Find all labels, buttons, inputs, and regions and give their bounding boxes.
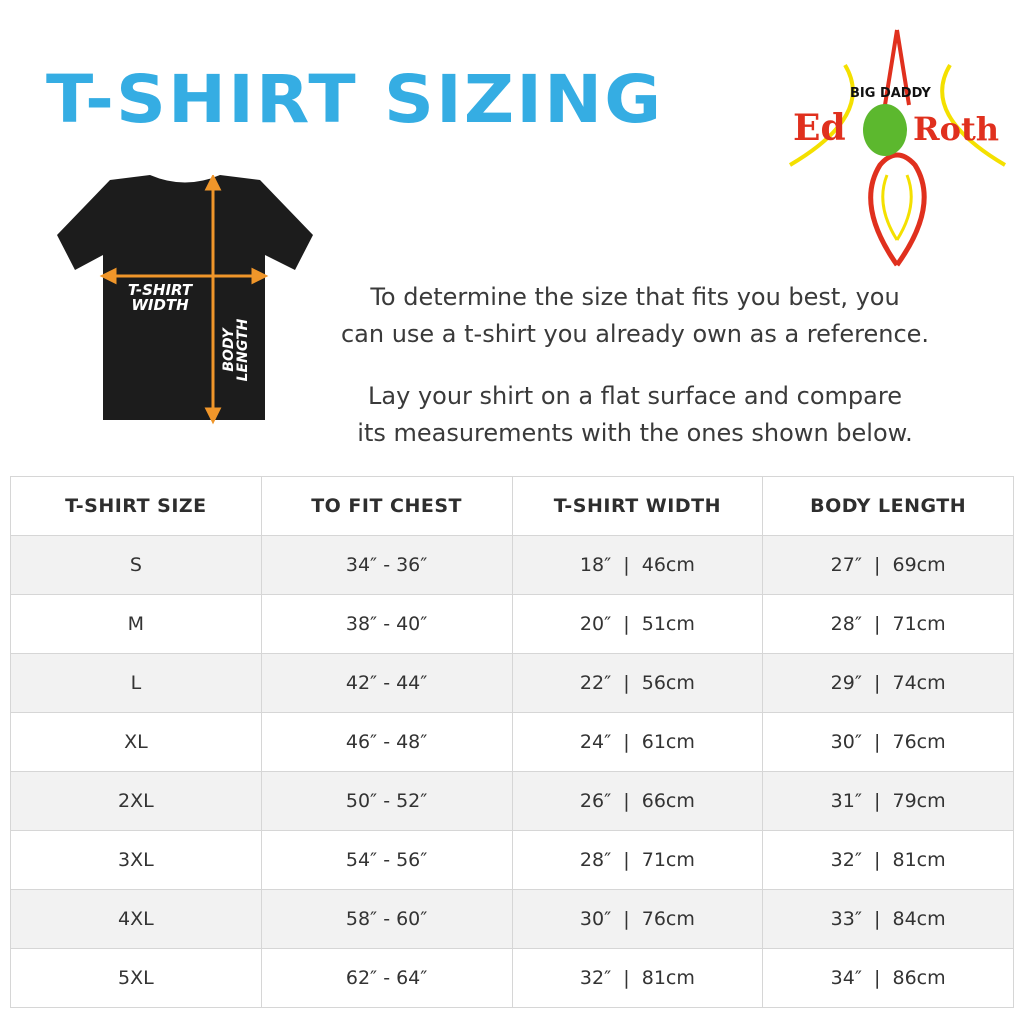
cell-width: 20″ | 51cm	[511, 594, 764, 654]
cell-width: 24″ | 61cm	[511, 712, 764, 772]
table-header-row: T-SHIRT SIZE TO FIT CHEST T-SHIRT WIDTH …	[10, 476, 1014, 536]
cell-chest: 54″ - 56″	[260, 830, 513, 890]
svg-text:BIG DADDY: BIG DADDY	[850, 86, 931, 101]
cell-length: 29″ | 74cm	[762, 653, 1014, 713]
table-row: S 34″ - 36″ 18″ | 46cm 27″ | 69cm	[10, 535, 1014, 595]
table-row: L 42″ - 44″ 22″ | 56cm 29″ | 74cm	[10, 653, 1014, 713]
cell-length: 33″ | 84cm	[762, 889, 1014, 949]
svg-text:Ed: Ed	[793, 107, 846, 149]
cell-chest: 46″ - 48″	[260, 712, 513, 772]
cell-length: 34″ | 86cm	[762, 948, 1014, 1008]
tshirt-width-label-2: WIDTH	[131, 296, 189, 314]
cell-chest: 62″ - 64″	[260, 948, 513, 1008]
table-row: M 38″ - 40″ 20″ | 51cm 28″ | 71cm	[10, 594, 1014, 654]
cell-width: 18″ | 46cm	[511, 535, 764, 595]
intro-line: Lay your shirt on a flat surface and com…	[368, 382, 902, 410]
cell-size: 4XL	[10, 889, 262, 949]
cell-length: 30″ | 76cm	[762, 712, 1014, 772]
tshirt-width-label: T-SHIRT	[128, 281, 194, 299]
cell-size: M	[10, 594, 262, 654]
table-row: 2XL 50″ - 52″ 26″ | 66cm 31″ | 79cm	[10, 771, 1014, 831]
intro-paragraph-2: Lay your shirt on a flat surface and com…	[320, 378, 950, 452]
cell-width: 28″ | 71cm	[511, 830, 764, 890]
body-length-label-2: LENGTH	[235, 318, 251, 381]
cell-size: 2XL	[10, 771, 262, 831]
cell-width: 32″ | 81cm	[511, 948, 764, 1008]
svg-text:Roth: Roth	[913, 110, 999, 148]
cell-width: 26″ | 66cm	[511, 771, 764, 831]
page-title: T-SHIRT SIZING	[46, 61, 664, 138]
body-length-label: BODY	[221, 327, 237, 372]
header-size: T-SHIRT SIZE	[10, 476, 262, 536]
table-row: 5XL 62″ - 64″ 32″ | 81cm 34″ | 86cm	[10, 948, 1014, 1008]
header-chest: TO FIT CHEST	[260, 476, 513, 536]
cell-width: 30″ | 76cm	[511, 889, 764, 949]
table-row: 4XL 58″ - 60″ 30″ | 76cm 33″ | 84cm	[10, 889, 1014, 949]
cell-length: 27″ | 69cm	[762, 535, 1014, 595]
size-table: T-SHIRT SIZE TO FIT CHEST T-SHIRT WIDTH …	[10, 476, 1014, 1008]
intro-line: its measurements with the ones shown bel…	[357, 419, 913, 447]
cell-length: 28″ | 71cm	[762, 594, 1014, 654]
cell-size: S	[10, 535, 262, 595]
ed-roth-logo: Ed Roth BIG DADDY	[788, 29, 1007, 267]
cell-size: XL	[10, 712, 262, 772]
cell-length: 31″ | 79cm	[762, 771, 1014, 831]
cell-chest: 58″ - 60″	[260, 889, 513, 949]
cell-size: 3XL	[10, 830, 262, 890]
intro-line: can use a t-shirt you already own as a r…	[340, 320, 930, 348]
intro-paragraph-1: To determine the size that fits you best…	[320, 279, 950, 353]
intro-line: To determine the size that fits you best…	[370, 283, 900, 311]
cell-chest: 50″ - 52″	[260, 771, 513, 831]
cell-width: 22″ | 56cm	[511, 653, 764, 713]
cell-size: L	[10, 653, 262, 713]
header-length: BODY LENGTH	[762, 476, 1014, 536]
cell-chest: 42″ - 44″	[260, 653, 513, 713]
table-row: XL 46″ - 48″ 24″ | 61cm 30″ | 76cm	[10, 712, 1014, 772]
cell-size: 5XL	[10, 948, 262, 1008]
header-width: T-SHIRT WIDTH	[511, 476, 764, 536]
tshirt-diagram: T-SHIRT WIDTH BODY LENGTH	[57, 175, 313, 425]
cell-chest: 38″ - 40″	[260, 594, 513, 654]
table-row: 3XL 54″ - 56″ 28″ | 71cm 32″ | 81cm	[10, 830, 1014, 890]
cell-chest: 34″ - 36″	[260, 535, 513, 595]
cell-length: 32″ | 81cm	[762, 830, 1014, 890]
